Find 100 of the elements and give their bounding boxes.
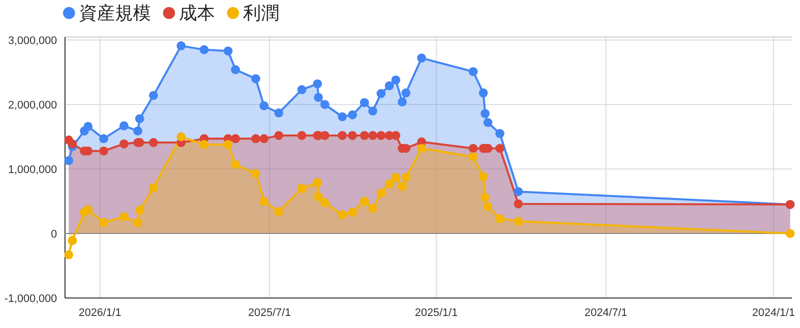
point — [480, 192, 490, 202]
point — [391, 172, 400, 182]
point — [176, 132, 186, 142]
point — [320, 100, 330, 109]
x-tick-label: 2025/7/1 — [248, 307, 291, 319]
point — [401, 88, 410, 98]
point — [260, 196, 269, 206]
point — [64, 156, 74, 166]
point — [312, 79, 322, 88]
y-tick-label: 2,000,000 — [8, 100, 57, 112]
point — [148, 183, 158, 192]
y-tick-label: 0 — [50, 228, 57, 240]
point — [200, 140, 209, 149]
point — [348, 208, 357, 217]
point — [133, 218, 142, 228]
point — [480, 109, 490, 118]
point — [384, 81, 394, 90]
point — [360, 130, 369, 140]
point — [417, 54, 426, 63]
point — [514, 187, 523, 196]
point — [297, 184, 306, 193]
point — [99, 218, 108, 228]
point — [391, 75, 400, 84]
legend-label: 利潤 — [243, 3, 279, 23]
point — [483, 202, 492, 211]
point — [478, 172, 488, 182]
point — [348, 110, 357, 120]
point — [338, 130, 347, 140]
point — [417, 144, 426, 153]
point — [348, 130, 357, 140]
point — [251, 134, 260, 144]
legend-label: 成本 — [179, 3, 215, 23]
point — [260, 134, 269, 144]
point — [360, 98, 369, 108]
x-tick-label: 2024/1/1 — [752, 307, 795, 319]
point — [320, 198, 330, 208]
point — [314, 92, 323, 102]
point — [398, 97, 407, 106]
point — [495, 214, 504, 224]
point — [368, 204, 378, 213]
point — [368, 106, 378, 116]
point — [274, 207, 284, 216]
y-tick-label: 3,000,000 — [8, 35, 57, 47]
point — [495, 129, 504, 138]
point — [230, 160, 240, 169]
point — [64, 250, 74, 260]
point — [224, 140, 233, 149]
point — [68, 139, 77, 148]
point — [68, 236, 77, 246]
point — [338, 112, 347, 122]
point — [176, 41, 186, 50]
point — [251, 74, 260, 84]
point — [312, 178, 322, 188]
x-tick-label: 2025/1/1 — [414, 307, 458, 319]
point — [135, 114, 144, 124]
point — [260, 101, 269, 110]
point — [148, 138, 158, 148]
point — [468, 67, 478, 76]
point — [99, 134, 108, 144]
point — [468, 144, 478, 153]
point — [514, 216, 523, 226]
point — [297, 85, 306, 94]
point — [376, 130, 386, 140]
point — [338, 210, 347, 220]
x-tick-label: 2026/1/1 — [78, 307, 122, 319]
point — [148, 90, 158, 100]
point — [99, 146, 108, 156]
x-tick-label: 2024/7/1 — [584, 307, 628, 319]
point — [368, 130, 378, 140]
point — [230, 65, 240, 74]
point — [314, 192, 323, 202]
point — [786, 229, 795, 238]
point — [376, 89, 386, 98]
point — [376, 188, 386, 198]
point — [84, 205, 93, 214]
point — [84, 122, 93, 131]
y-tick-label: -1,000,000 — [4, 293, 57, 305]
point — [384, 179, 394, 188]
point — [514, 199, 523, 208]
point — [297, 130, 306, 140]
point — [274, 108, 284, 118]
point — [119, 139, 128, 148]
point — [495, 144, 504, 153]
point — [200, 45, 209, 54]
point — [360, 196, 369, 206]
point — [230, 134, 240, 144]
y-tick-label: 1,000,000 — [8, 164, 57, 176]
point — [119, 121, 128, 130]
point — [468, 152, 478, 162]
point — [401, 172, 410, 182]
point — [119, 212, 128, 222]
point — [483, 118, 492, 128]
point — [251, 169, 260, 178]
point — [398, 182, 407, 191]
point — [224, 46, 233, 56]
point — [274, 130, 284, 140]
point — [135, 206, 144, 215]
point — [478, 88, 488, 98]
legend-label: 資産規模 — [79, 3, 151, 23]
point — [133, 126, 142, 136]
